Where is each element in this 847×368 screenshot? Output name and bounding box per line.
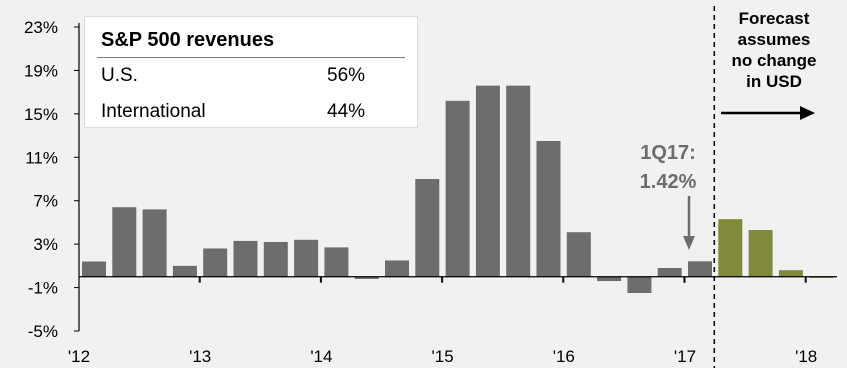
- last-actual-arrow-head: [683, 236, 695, 250]
- y-tick-label: 11%: [25, 148, 58, 167]
- bar-4Q13: [294, 239, 319, 277]
- forecast-note-line: assumes: [738, 30, 811, 49]
- table-divider: [97, 57, 405, 58]
- bar-1Q13: [203, 248, 228, 277]
- bar-2Q14: [354, 276, 379, 279]
- revenue-split-table: S&P 500 revenues U.S. 56% International …: [84, 16, 418, 128]
- y-tick-label: 19%: [24, 61, 58, 80]
- bar-1Q12: [82, 261, 106, 277]
- y-tick-label: -5%: [28, 322, 58, 341]
- bar-3Q17: [748, 230, 773, 277]
- x-tick-label: '15: [432, 347, 454, 366]
- bar-2Q13: [233, 240, 258, 277]
- bar-4Q12: [172, 265, 197, 277]
- table-row-label: U.S.: [101, 65, 138, 86]
- y-tick-label: -1%: [28, 279, 58, 298]
- forecast-note-line: no change: [731, 51, 816, 70]
- x-tick-label: '17: [674, 347, 696, 366]
- bar-3Q12: [142, 209, 167, 277]
- y-tick-label: 15%: [24, 105, 58, 124]
- bar-4Q16: [657, 268, 682, 277]
- forecast-note-line: Forecast: [739, 9, 810, 28]
- bar-3Q14: [385, 260, 409, 277]
- bar-4Q14: [415, 179, 440, 277]
- table-row-us: U.S. 56%: [101, 65, 401, 89]
- bar-3Q16: [627, 276, 652, 293]
- y-tick-label: 23%: [24, 18, 58, 37]
- x-tick-label: '18: [795, 347, 817, 366]
- bar-4Q15: [536, 141, 561, 277]
- bar-2Q12: [112, 207, 137, 277]
- x-tick-label: '12: [68, 347, 90, 366]
- bar-3Q13: [263, 241, 288, 277]
- table-row-international: International 44%: [101, 101, 401, 125]
- bar-2Q15: [475, 85, 500, 277]
- y-tick-label: 7%: [33, 192, 58, 211]
- bar-1Q17: [688, 261, 712, 277]
- bar-1Q14: [324, 247, 349, 277]
- table-row-label: International: [101, 101, 206, 122]
- bar-2Q16: [597, 276, 622, 282]
- bar-1Q16: [566, 232, 591, 277]
- x-tick-label: '16: [553, 347, 575, 366]
- bar-3Q15: [506, 85, 531, 277]
- last-actual-label: 1Q17:: [640, 142, 696, 164]
- table-row-value: 56%: [327, 65, 366, 86]
- x-tick-label: '14: [310, 347, 332, 366]
- forecast-arrow-head: [800, 106, 815, 120]
- bar-4Q17: [778, 270, 803, 277]
- table-title: S&P 500 revenues: [101, 29, 275, 51]
- y-tick-label: 3%: [33, 235, 58, 254]
- last-actual-label: 1.42%: [640, 171, 697, 193]
- x-tick-label: '13: [189, 347, 211, 366]
- bar-1Q15: [445, 100, 470, 277]
- bar-2Q17: [718, 219, 743, 277]
- forecast-note-line: in USD: [746, 72, 802, 91]
- table-row-value: 44%: [327, 101, 366, 122]
